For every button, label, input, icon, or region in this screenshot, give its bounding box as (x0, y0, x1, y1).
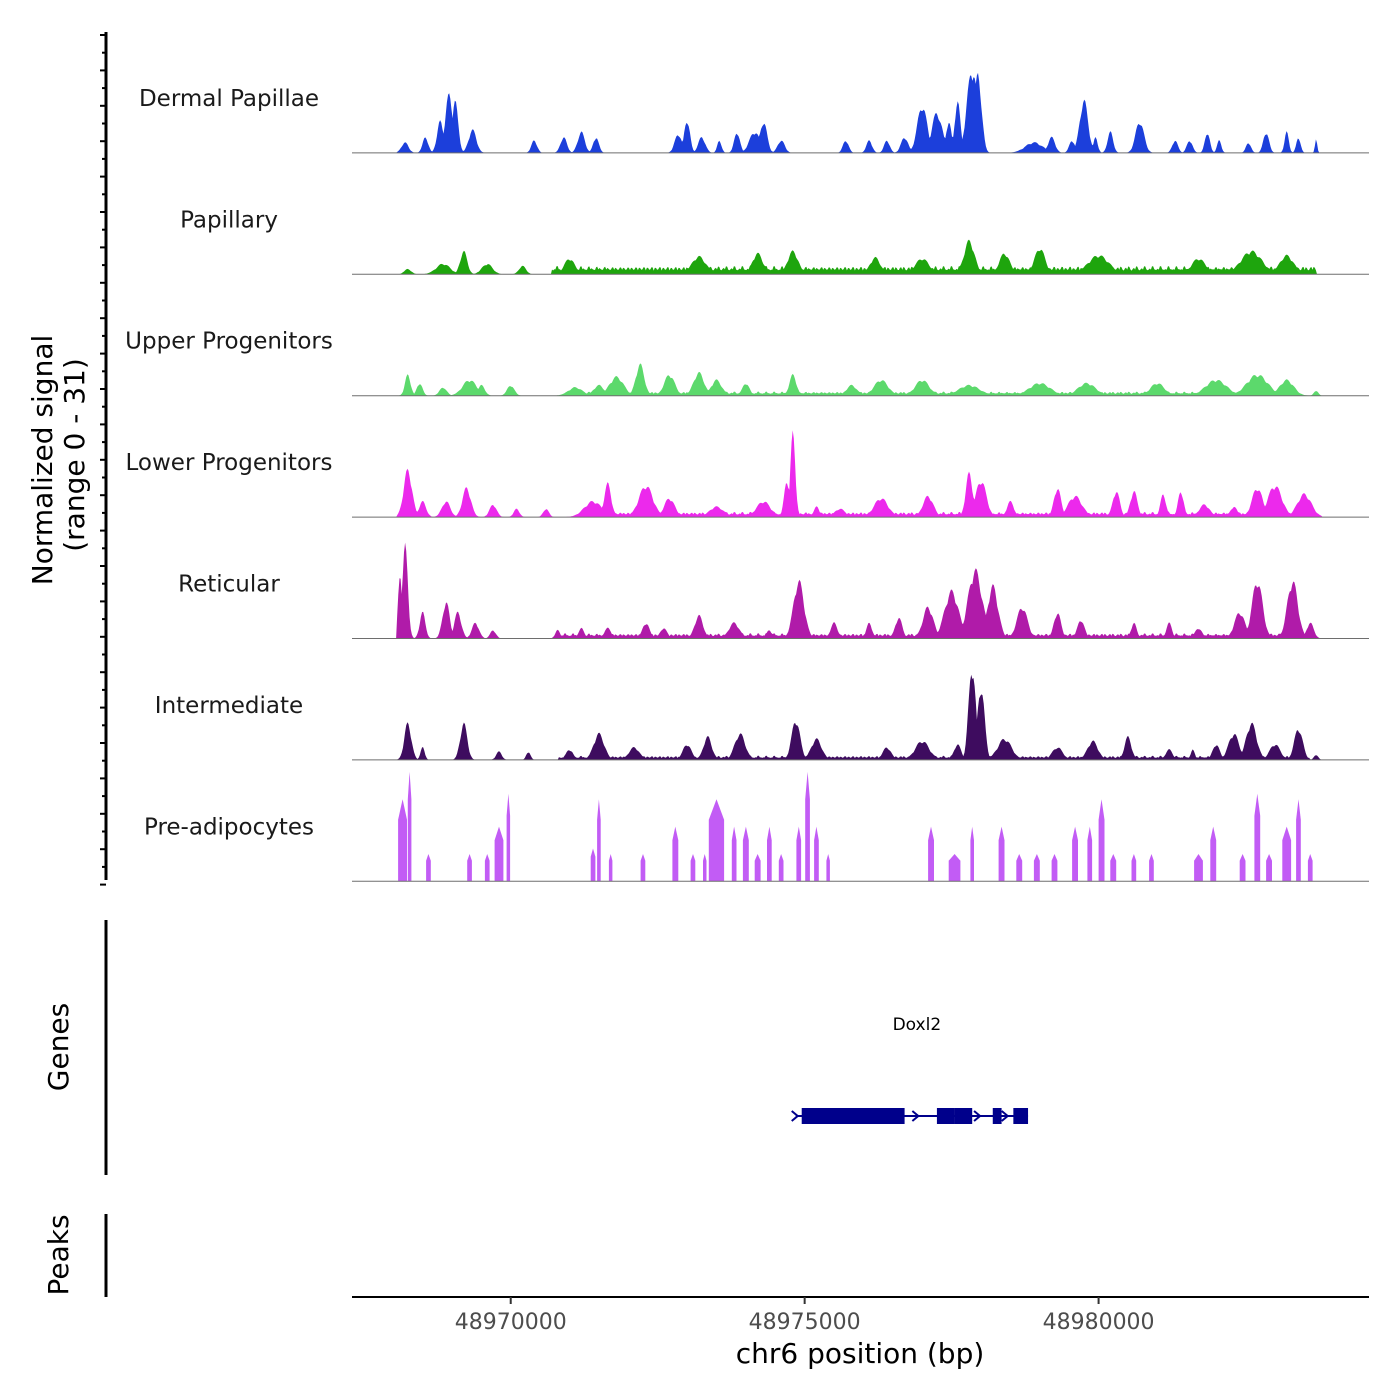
signal-bar (1098, 799, 1105, 882)
signal-area (352, 542, 1369, 639)
x-axis-title: chr6 position (bp) (736, 1337, 985, 1370)
signal-bar (506, 793, 511, 882)
signal-bar (778, 854, 784, 882)
gene-label: Doxl2 (893, 1015, 942, 1035)
signal-bar (640, 854, 646, 882)
signal-bar (484, 854, 490, 882)
signal-bar (608, 854, 613, 882)
track-label: Dermal Papillae (139, 86, 319, 112)
coverage-tracks: Dermal Papillae Papillary Upper Progenitor… (125, 72, 1369, 882)
signal-bar (1033, 854, 1040, 882)
signal-bar (767, 826, 772, 882)
x-tick-label: 48970000 (455, 1310, 567, 1335)
signal-bar (826, 854, 830, 882)
signal-area (352, 239, 1369, 275)
track-label: Pre-adipocytes (144, 814, 314, 840)
track-pre-adipocytes: Pre-adipocytes (144, 771, 1369, 882)
signal-area (352, 674, 1369, 760)
signal-bar (1149, 854, 1154, 882)
signal-bar (731, 826, 737, 882)
signal-bar (1194, 854, 1203, 882)
signal-bar (1051, 854, 1058, 882)
signal-bar (754, 854, 761, 882)
signal-area (352, 363, 1369, 396)
signal-bar (590, 848, 596, 882)
track-dermal-papillae: Dermal Papillae (139, 72, 1369, 154)
track-intermediate: Intermediate (155, 674, 1369, 761)
signal-bar (690, 854, 696, 882)
signal-bar (805, 771, 810, 882)
signal-bar (1239, 854, 1246, 882)
gene-exon (992, 1108, 1002, 1124)
track-reticular: Reticular (178, 542, 1369, 639)
gene-doxl2: Doxl2 (791, 1015, 1029, 1124)
signal-bar (1307, 854, 1313, 882)
x-tick-label: 48980000 (1043, 1310, 1155, 1335)
signal-bar (1016, 854, 1023, 882)
signal-bar (970, 826, 974, 882)
signal-bar (928, 826, 934, 882)
signal-y-ticks (100, 34, 106, 886)
signal-bar (398, 799, 407, 882)
signal-area (352, 72, 1369, 153)
signal-bar (708, 799, 725, 882)
gene-exon (954, 1108, 973, 1124)
signal-bar (672, 826, 679, 882)
x-tick-label: 48975000 (749, 1310, 861, 1335)
signal-bar (1110, 854, 1117, 882)
gene-annotations: Doxl2 (791, 1015, 1029, 1124)
strand-arrow (973, 1110, 982, 1122)
signal-bar (597, 799, 601, 882)
track-label: Reticular (178, 572, 280, 598)
track-upper-progenitors: Upper Progenitors (125, 329, 1369, 397)
signal-area (352, 430, 1369, 518)
signal-bar (998, 826, 1005, 882)
signal-bar (814, 826, 819, 882)
peaks-track-title: Peaks (42, 1214, 75, 1295)
track-label: Intermediate (155, 693, 303, 719)
signal-bar (467, 854, 472, 882)
signal-bar (1282, 826, 1292, 882)
gene-exon (801, 1108, 905, 1124)
signal-bar (1254, 793, 1261, 882)
strand-arrow (1001, 1110, 1010, 1122)
signal-bar (1296, 799, 1301, 882)
signal-bar (1087, 826, 1093, 882)
track-label: Upper Progenitors (125, 329, 333, 355)
signal-bar (742, 826, 749, 882)
track-label: Lower Progenitors (126, 450, 333, 476)
genes-track-title: Genes (42, 1003, 75, 1091)
x-axis-ticks: 48970000 48975000 48980000 (455, 1297, 1155, 1335)
y-axis-title-line1: Normalized signal (26, 335, 59, 586)
signal-bar (494, 826, 504, 882)
track-label: Papillary (180, 207, 278, 233)
signal-bar (1131, 854, 1137, 882)
y-axis-title-line2: (range 0 - 31) (58, 358, 91, 552)
track-papillary: Papillary (180, 207, 1369, 275)
signal-bar (1072, 826, 1078, 882)
signal-bar (1210, 826, 1217, 882)
track-lower-progenitors: Lower Progenitors (126, 430, 1369, 518)
signal-bar (703, 854, 707, 882)
strand-arrow (911, 1110, 920, 1122)
signal-bar (426, 854, 431, 882)
signal-bar (796, 826, 802, 882)
signal-bar (948, 854, 961, 882)
signal-bar (1266, 854, 1272, 882)
gene-exon (936, 1108, 955, 1124)
strand-arrow (791, 1110, 800, 1122)
signal-bar (407, 771, 412, 882)
gene-exon (1013, 1108, 1029, 1124)
